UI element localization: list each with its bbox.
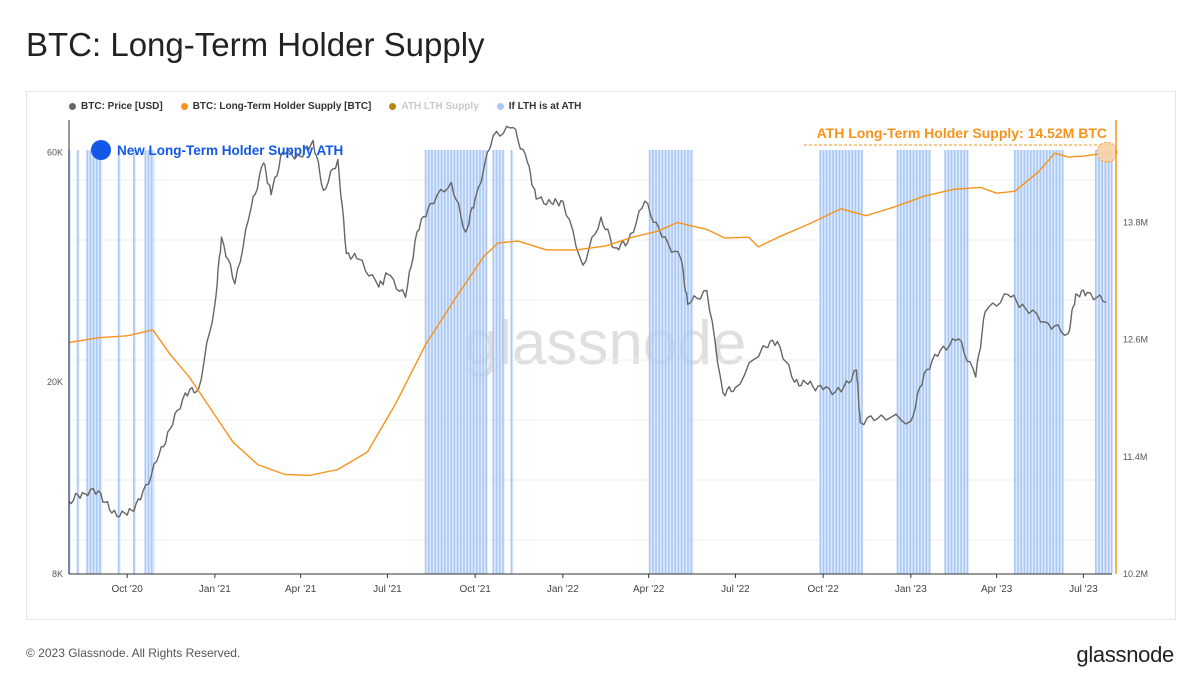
x-tick-label: Jan '23 [895,584,927,595]
watermark: glassnode [464,309,747,378]
series-lines [68,125,1113,518]
ath-bar-group [76,150,80,574]
x-tick-label: Oct '20 [111,584,143,595]
new-ath-marker-icon [91,140,111,160]
x-tick-label: Apr '21 [285,584,317,595]
legend-dot-icon [69,102,76,110]
watermark-text: glassnode [464,309,747,378]
ath-bar-group [117,150,121,574]
chart-panel: BTC: Price [USD] BTC: Long-Term Holder Su… [26,91,1176,620]
axes: 8K 20K 60K 10.2M 11.4M 12.6M 13.8M Oct '20 Jan '… [47,120,1148,595]
y-left-tick-label: 8K [52,569,63,579]
chart-canvas: glassnode 8K 20K 60K 10.2M 11.4M 12.6M 13.8M Oc… [47,120,1148,595]
ath-bar-fill [77,150,80,574]
legend-label: ATH LTH Supply [401,100,479,112]
legend-item[interactable]: If LTH is at ATH [496,100,582,112]
ath-bars [68,150,1113,574]
legend-dot-icon [389,102,397,110]
x-tick-label: Jul '23 [1069,584,1098,595]
ath-bar-group [86,150,103,574]
legend-item[interactable]: BTC: Long-Term Holder Supply [BTC] [180,100,372,112]
legend-label: BTC: Long-Term Holder Supply [BTC] [192,100,372,112]
ath-bar-group [944,150,969,574]
ath-bar-group [1013,150,1064,574]
page-title: BTC: Long-Term Holder Supply [26,26,485,63]
copyright-text: © 2023 Glassnode. All Rights Reserved. [26,646,241,660]
ath-bar-group [133,150,136,574]
y-right-tick-label: 10.2M [1123,569,1148,579]
legend-item[interactable]: ATH LTH Supply [389,100,479,112]
ath-bar-fill [69,150,71,574]
x-tick-label: Jul '21 [373,584,402,595]
new-ath-label: New Long-Term Holder Supply ATH [117,143,343,158]
y-left-tick-label: 60K [47,147,63,157]
ath-marker-icon [1096,141,1118,163]
price-series-line [68,125,1107,518]
x-tick-label: Apr '23 [981,584,1013,595]
x-tick-label: Jul '22 [721,584,750,595]
ath-bar-group [510,150,514,574]
ath-value-label: ATH Long-Term Holder Supply: 14.52M BTC [817,125,1107,141]
ath-bar-group [648,150,694,574]
x-tick-label: Apr '22 [633,584,665,595]
chart-legend: BTC: Price [USD] BTC: Long-Term Holder Su… [69,92,581,120]
y-right-tick-label: 12.6M [1123,335,1148,345]
ath-bar-group [144,150,155,574]
legend-label: BTC: Price [USD] [81,100,163,112]
lth-supply-series-line [68,151,1113,477]
ath-bar-group [896,150,931,574]
y-right-tick-label: 13.8M [1123,218,1148,228]
ath-bar-group [819,150,864,574]
x-tick-label: Jan '21 [199,584,231,595]
x-tick-label: Jan '22 [547,584,579,595]
legend-dot-icon [180,102,188,110]
y-right-tick-label: 11.4M [1123,452,1147,462]
glassnode-logo: glassnode [1076,642,1174,667]
ath-bar-fill [511,150,514,574]
ath-bar-group [424,150,488,574]
y-left-tick-label: 20K [47,377,63,387]
ath-bar-fill [145,150,155,574]
legend-dot-icon [496,102,504,110]
x-tick-label: Oct '22 [807,584,839,595]
ath-bar-fill [118,150,121,574]
ath-bar-group [1094,150,1113,574]
ath-bar-fill [1014,150,1064,574]
legend-item[interactable]: BTC: Price [USD] [69,101,163,112]
annotations: New Long-Term Holder Supply ATH ATH Long… [91,120,1118,574]
x-tick-label: Oct '21 [459,584,491,595]
ath-bar-fill [133,150,136,574]
ath-bar-group [492,150,505,574]
legend-label: If LTH is at ATH [508,100,582,112]
